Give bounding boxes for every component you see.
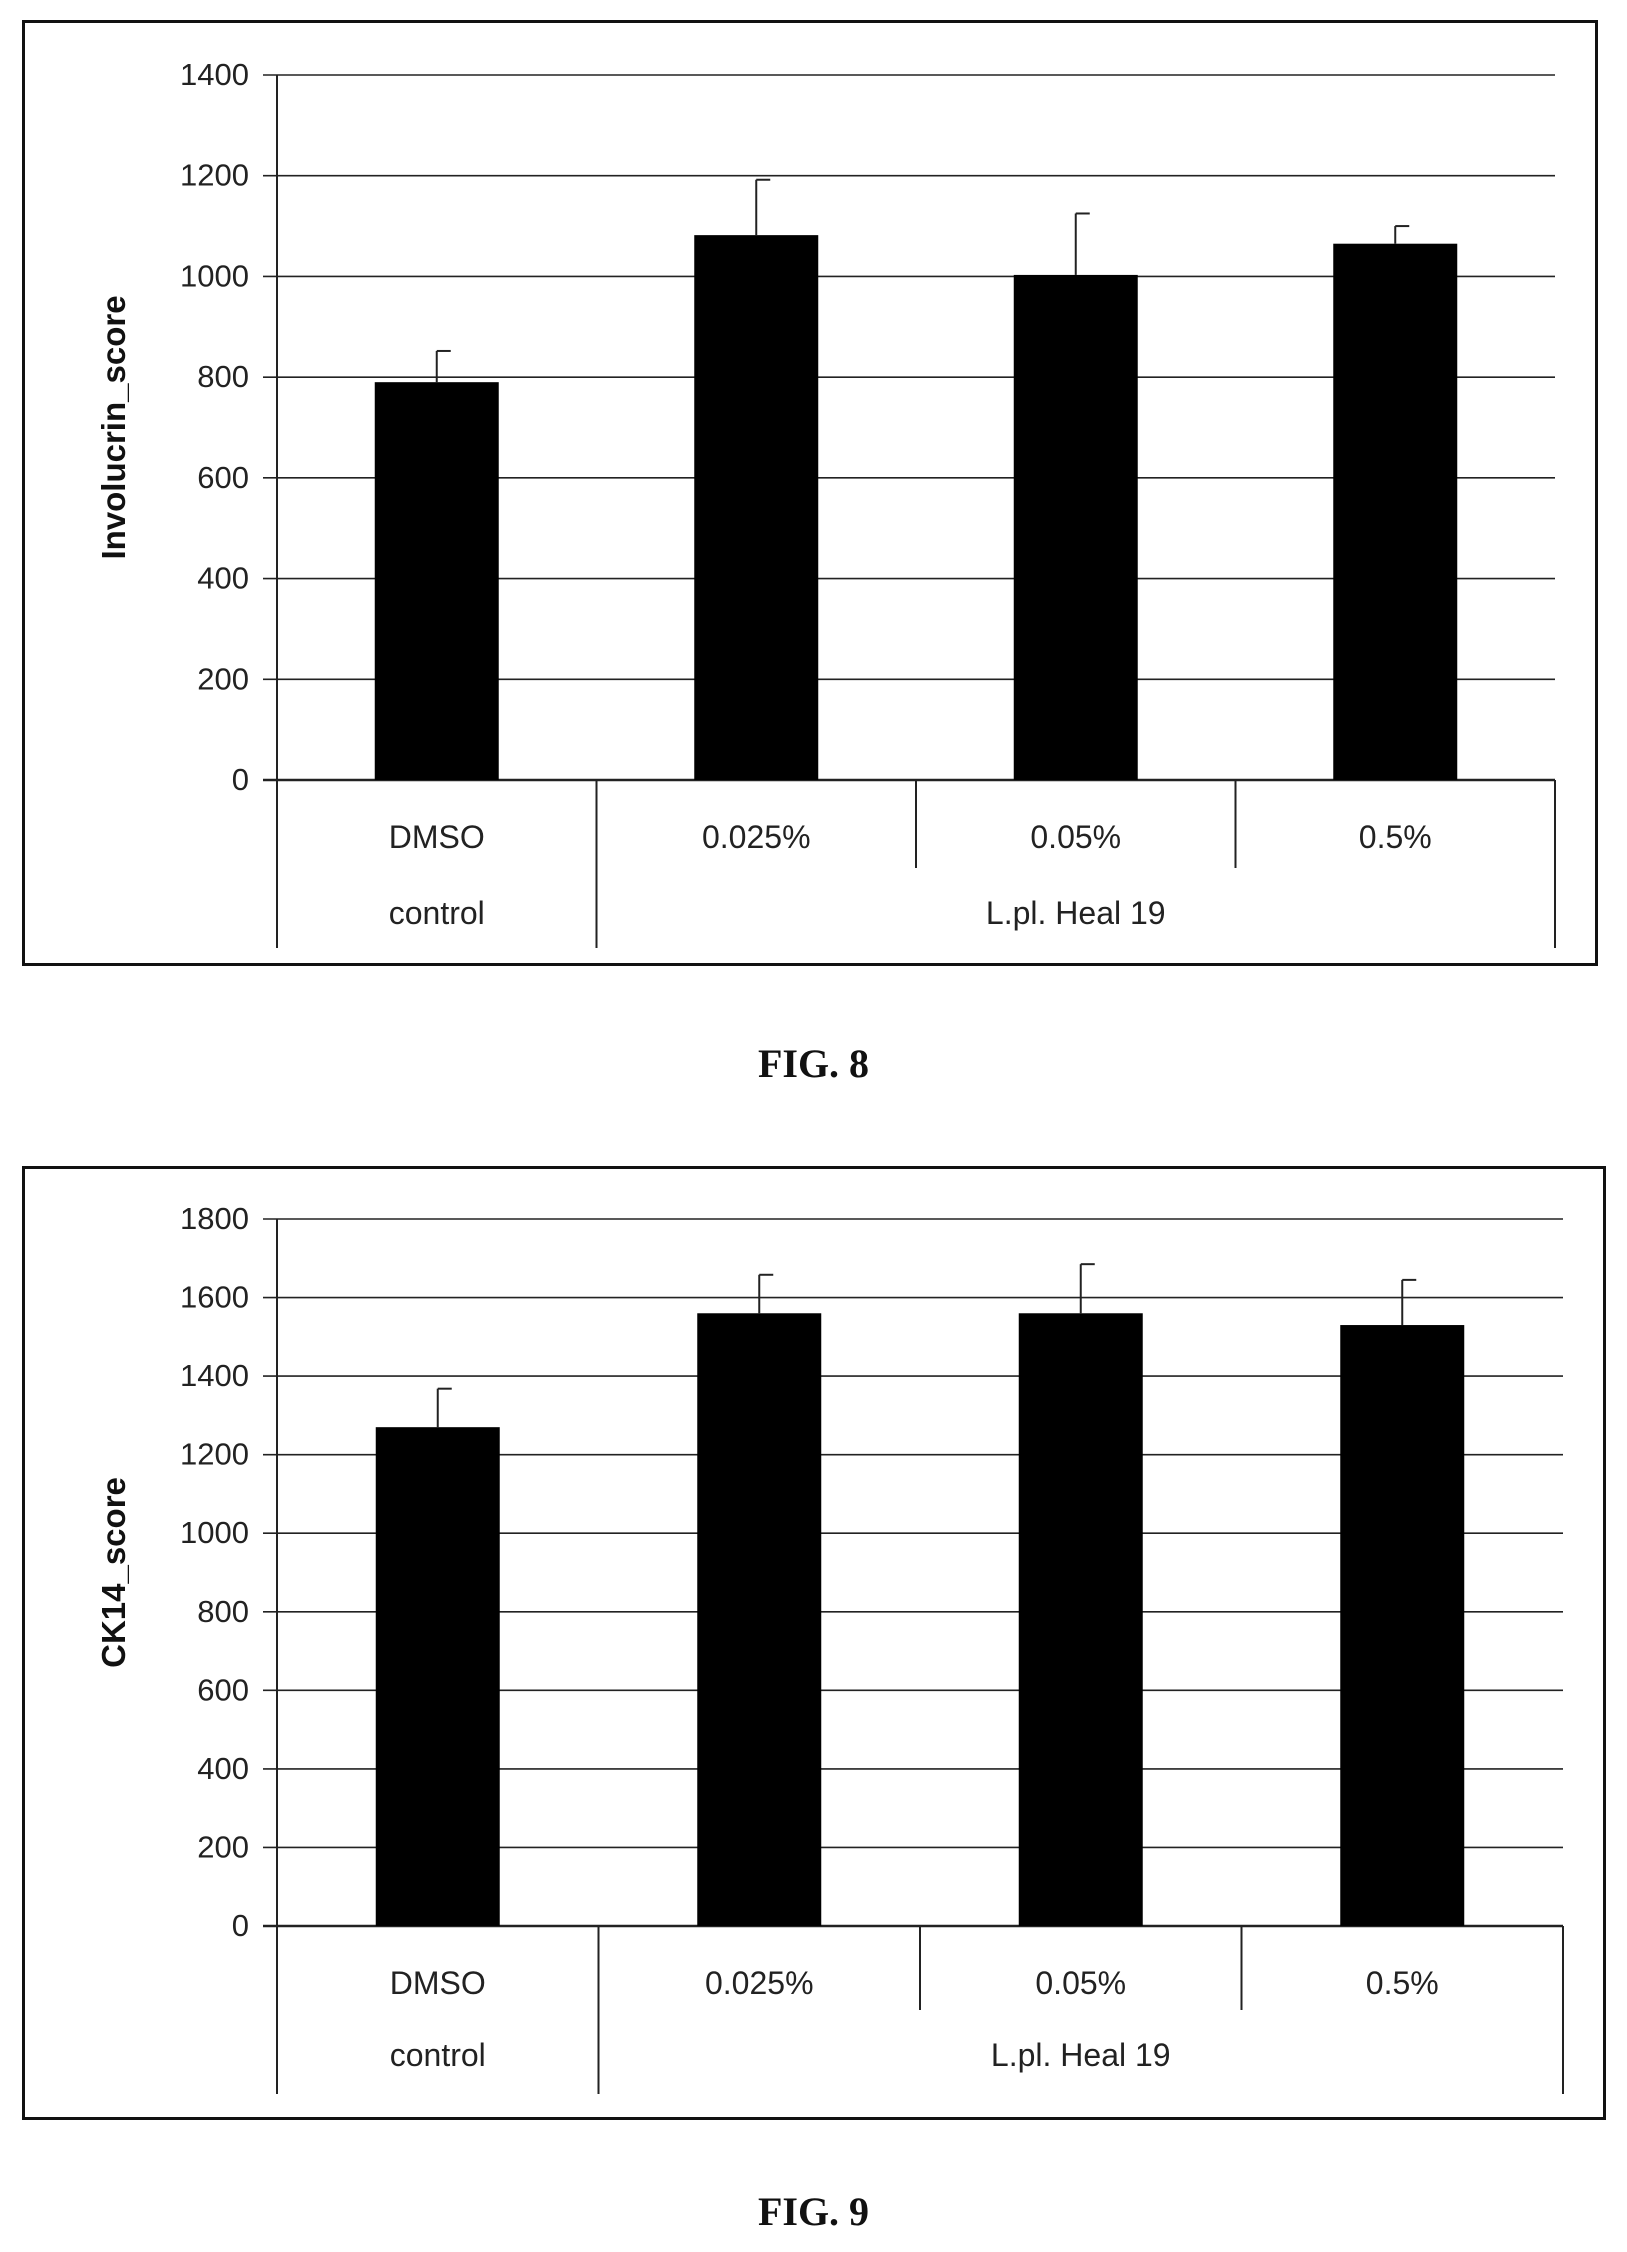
group-label: L.pl. Heal 19 — [991, 2037, 1171, 2073]
y-tick-label: 1600 — [180, 1280, 249, 1315]
bar — [694, 235, 819, 780]
bar — [374, 382, 499, 780]
category-label: 0.05% — [1030, 819, 1121, 855]
bar — [1018, 1313, 1143, 1926]
category-label: DMSO — [389, 819, 485, 855]
figure-caption-fig8: FIG. 8 — [757, 1041, 870, 1086]
bar — [697, 1313, 822, 1926]
category-label: DMSO — [390, 1965, 486, 2001]
category-label: 0.5% — [1359, 819, 1432, 855]
category-label: 0.5% — [1366, 1965, 1439, 2001]
y-tick-label: 1400 — [180, 1358, 249, 1393]
y-tick-label: 800 — [197, 1594, 249, 1629]
y-tick-label: 600 — [197, 1672, 249, 1707]
ck14-bar-chart: 0 200 400 600 800 1000 1200 1400 1600 1800 CK14_sc… — [95, 1201, 1564, 2094]
bar — [1333, 243, 1458, 781]
group-label: control — [389, 895, 485, 931]
group-label: control — [390, 2037, 486, 2073]
y-tick-label: 1000 — [180, 1515, 249, 1550]
y-tick-label: 1200 — [180, 158, 249, 193]
bar — [1013, 274, 1138, 780]
y-tick-label: 200 — [197, 1829, 249, 1864]
category-label: 0.025% — [702, 819, 811, 855]
group-label: L.pl. Heal 19 — [986, 895, 1166, 931]
y-tick-label: 400 — [197, 1751, 249, 1786]
bar — [375, 1427, 500, 1926]
category-label: 0.05% — [1035, 1965, 1126, 2001]
y-tick-label: 1200 — [180, 1437, 249, 1472]
y-tick-label: 400 — [197, 561, 249, 596]
y-axis-label: Involucrin_score — [95, 295, 132, 559]
involucrin-bar-chart: 0 200 400 600 800 1000 1200 1400 Involucrin_scor… — [95, 57, 1556, 948]
y-tick-label: 1800 — [180, 1201, 249, 1236]
figure-caption-fig9: FIG. 9 — [757, 2189, 870, 2234]
bar — [1340, 1325, 1465, 1926]
y-axis-label: CK14_score — [95, 1477, 132, 1668]
chart-frame-fig9: 0 200 400 600 800 1000 1200 1400 1600 1800 CK14_sc… — [22, 1166, 1606, 2120]
y-tick-label: 1000 — [180, 258, 249, 293]
y-tick-label: 0 — [232, 762, 249, 797]
category-label: 0.025% — [705, 1965, 814, 2001]
y-tick-label: 200 — [197, 661, 249, 696]
y-tick-label: 600 — [197, 460, 249, 495]
chart-frame-fig8: 0 200 400 600 800 1000 1200 1400 Involucrin_scor… — [22, 20, 1598, 966]
y-tick-label: 0 — [232, 1908, 249, 1943]
y-tick-label: 800 — [197, 359, 249, 394]
y-tick-label: 1400 — [180, 57, 249, 92]
